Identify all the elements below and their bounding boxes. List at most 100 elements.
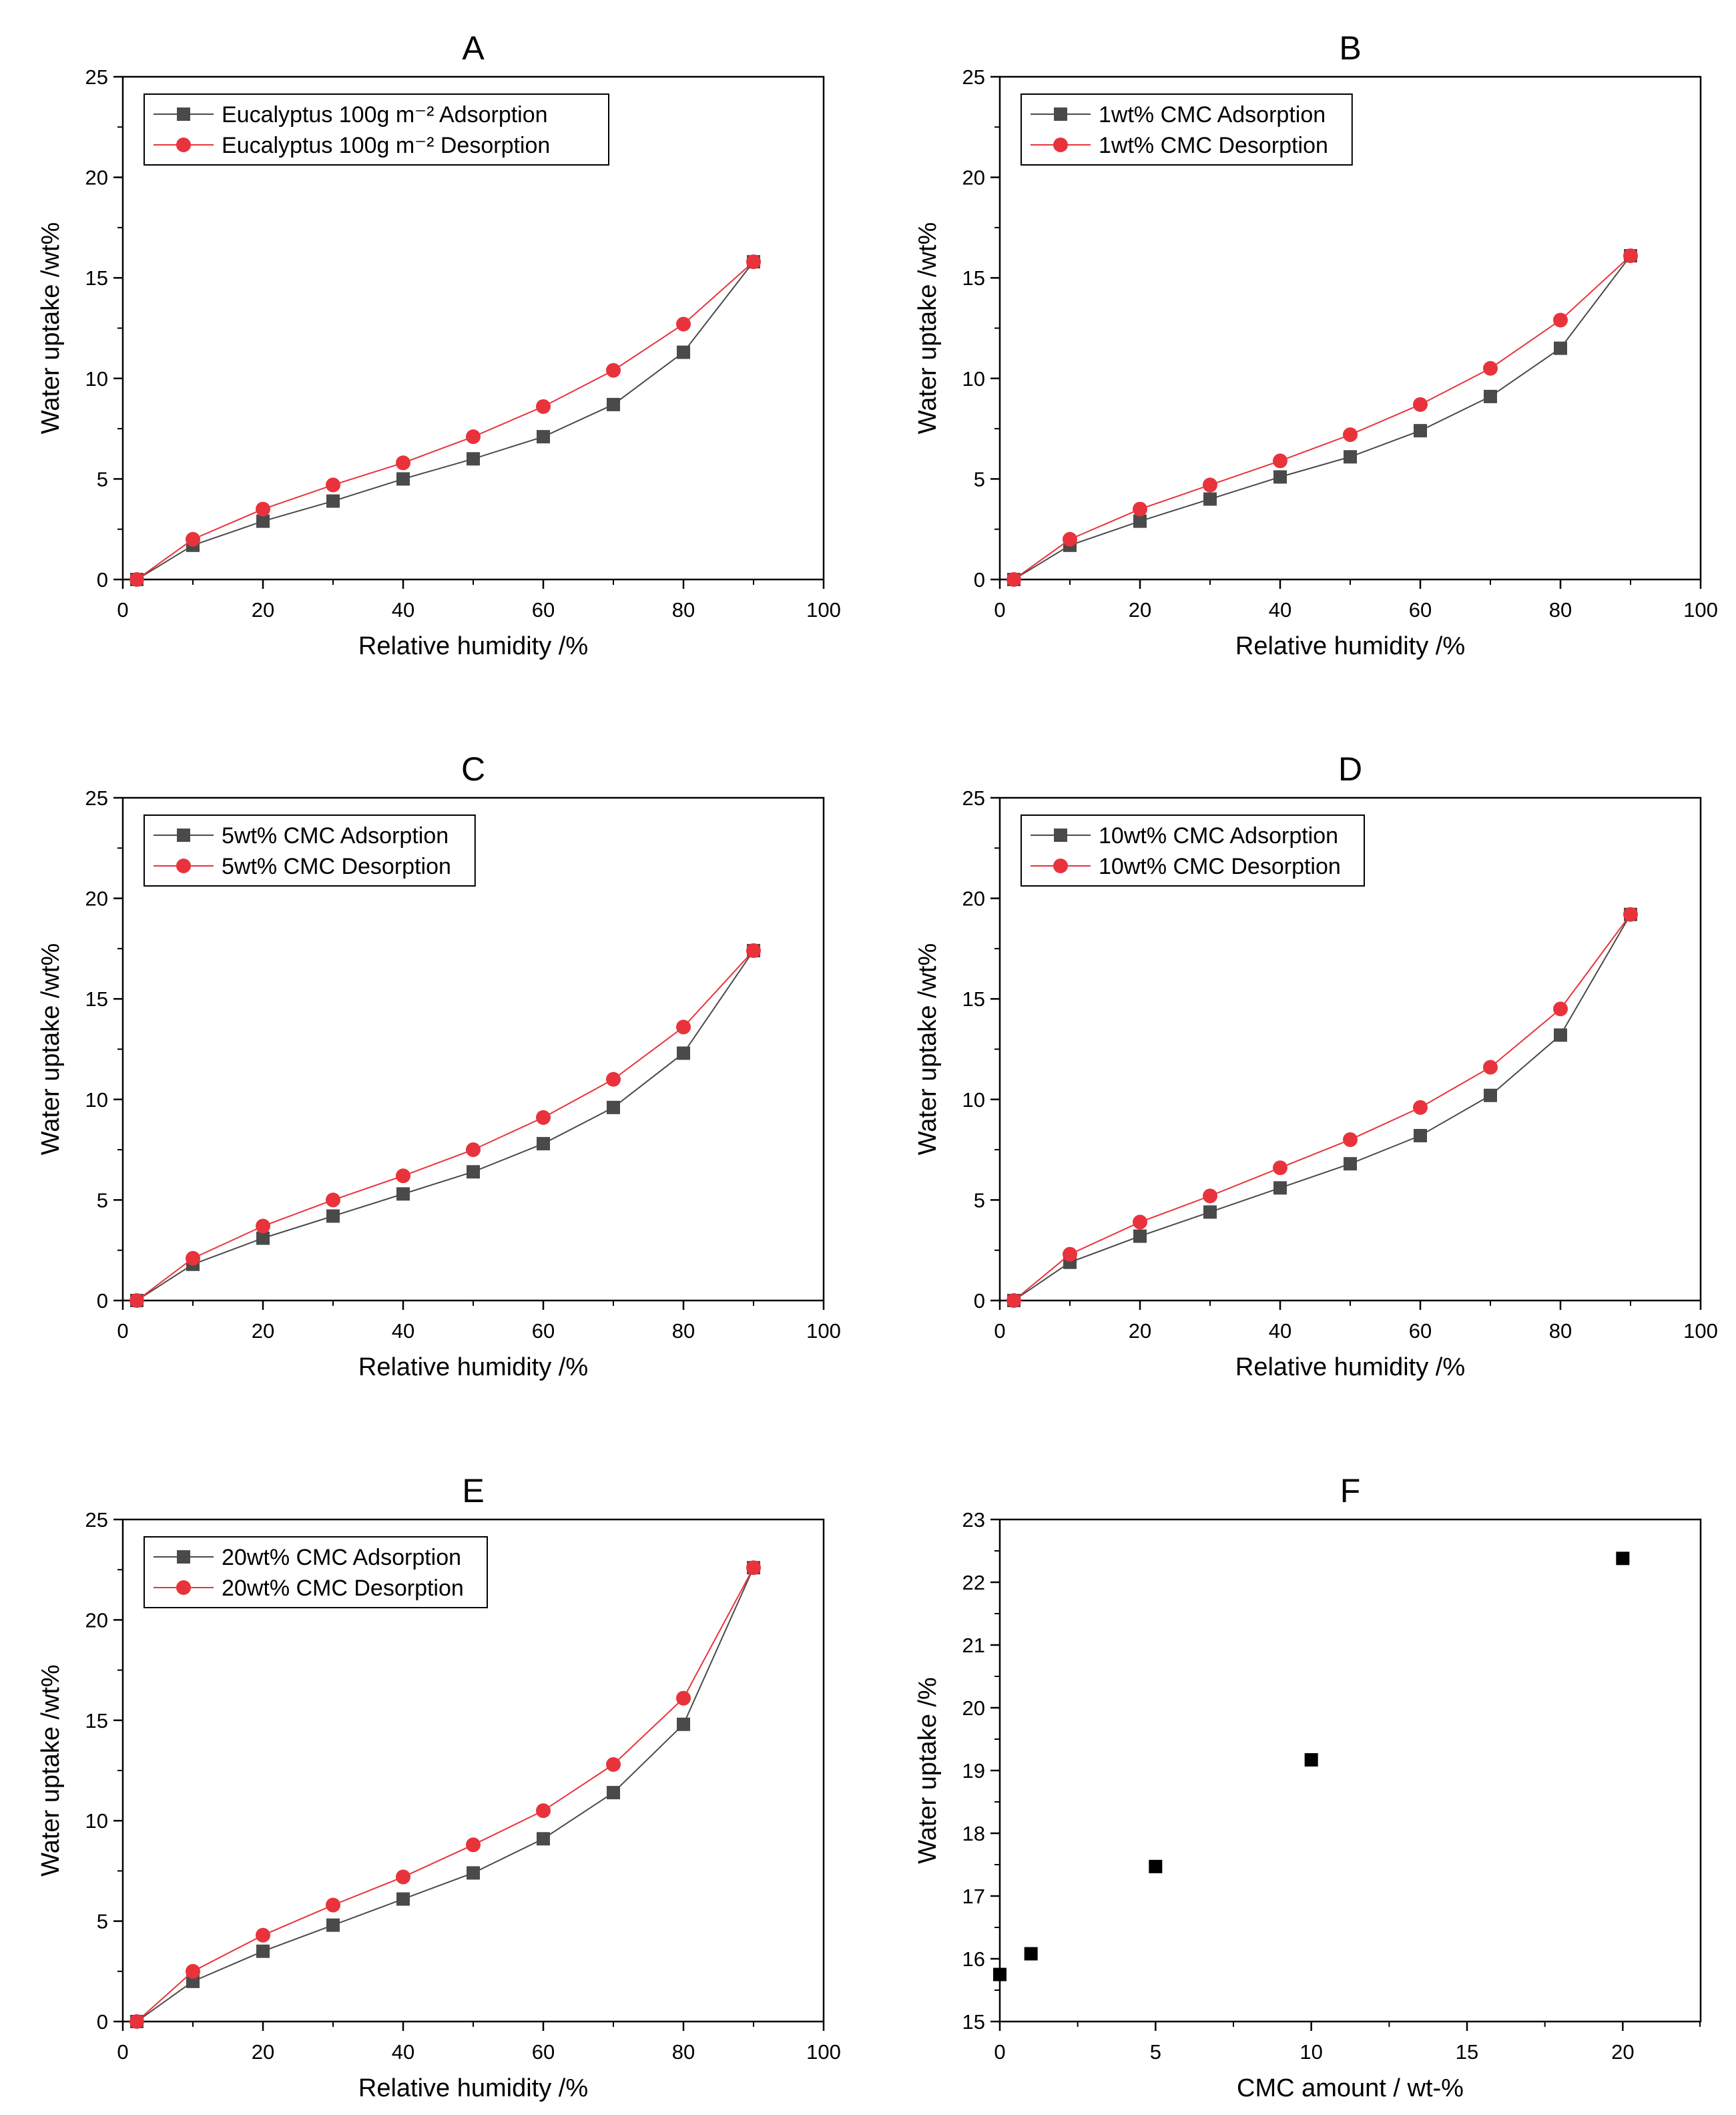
x-tick-label: 20 [1611,2040,1634,2064]
x-axis-label: Relative humidity /% [1235,632,1465,660]
data-point [746,1560,761,1576]
series-line [136,950,754,1301]
chart-panel-d: D 0 20 40 60 80 100 0 5 10 15 20 25 Relative humidity… [914,750,1718,1381]
y-tick-label: 15 [85,266,108,290]
series-line [136,950,754,1301]
y-tick-label: 10 [85,1809,108,1833]
x-tick-label: 15 [1456,2040,1478,2064]
y-tick-label: 5 [97,467,108,491]
y-tick-label: 5 [974,1188,985,1212]
series-line [1013,255,1631,580]
legend: 20wt% CMC Adsorption 20wt% CMC Desorption [143,1536,488,1608]
y-tick-label: 5 [974,467,985,491]
y-tick-label: 25 [85,1508,108,1532]
legend-label: 1wt% CMC Adsorption [1099,102,1326,128]
x-tick-label: 100 [806,1319,841,1343]
y-tick-label: 0 [97,2010,108,2034]
data-point [1273,470,1287,484]
x-tick-label: 20 [252,2040,274,2064]
data-point [1133,514,1147,528]
data-point [1483,1060,1498,1075]
data-point [677,345,690,359]
y-tick-label: 15 [962,266,985,290]
data-point [396,455,410,471]
y-axis-label: Water uptake /wt% [37,943,65,1156]
series-line [1013,914,1631,1301]
series-1 [1006,907,1638,1308]
data-point [396,472,410,486]
x-tick-label: 80 [1549,598,1572,622]
y-axis-label: Water uptake /wt% [37,222,65,435]
x-tick-label: 5 [1150,2040,1161,2064]
x-tick-label: 40 [1269,1319,1291,1343]
series-1 [1006,248,1638,587]
data-point [536,1110,551,1125]
x-tick-label: 100 [806,598,841,622]
legend: 1wt% CMC Adsorption 1wt% CMC Desorption [1021,93,1353,166]
x-tick-label: 20 [1129,1319,1151,1343]
panel-title: D [1338,750,1362,788]
data-point [326,1897,340,1913]
chart-panel-c: C 0 20 40 60 80 100 0 5 10 15 20 25 Relative humidity… [37,750,841,1381]
legend-label: 10wt% CMC Adsorption [1099,823,1338,849]
legend: Eucalyptus 100g m⁻² Adsorption Eucalyptus… [143,93,609,166]
x-tick-label: 80 [672,598,695,622]
x-tick-label: 60 [1409,1319,1432,1343]
x-tick-label: 100 [806,2040,841,2064]
data-point [326,1209,340,1223]
legend-frame [1021,814,1365,887]
y-axis-label: Water uptake /wt% [914,222,942,435]
x-tick-label: 80 [672,1319,695,1343]
data-point [129,1293,144,1308]
x-axis-label: Relative humidity /% [1235,1353,1465,1381]
data-point [1063,531,1077,547]
data-point [396,1869,410,1885]
data-point [677,1717,690,1731]
chart-panel-a: A 0 20 40 60 80 100 0 5 10 15 20 25 Relative humidity… [37,29,841,660]
plot-frame [998,1518,1702,2023]
panel-title: C [461,750,485,788]
data-point [1413,397,1428,412]
y-tick-label: 10 [85,1088,108,1112]
legend-label: 10wt% CMC Desorption [1099,854,1341,879]
data-point [607,1100,620,1114]
data-point [186,531,200,547]
y-tick-label: 15 [85,987,108,1011]
y-tick-label: 17 [962,1885,985,1908]
data-point [746,943,761,958]
y-tick-label: 21 [962,1634,985,1657]
data-point [326,494,340,508]
y-tick-label: 16 [962,1947,985,1971]
y-axis-label: Water uptake /% [914,1677,942,1864]
x-tick-label: 40 [392,1319,414,1343]
legend-label: 20wt% CMC Desorption [222,1576,464,1601]
y-axis-label: Water uptake /wt% [914,943,942,1156]
data-point [993,1967,1006,1981]
legend-swatch-marker [176,859,191,873]
legend-swatch-marker [1054,829,1067,842]
y-tick-label: 10 [962,367,985,391]
series-line [1013,914,1631,1301]
y-tick-label: 25 [962,65,985,89]
series-1 [129,943,761,1308]
legend-swatch-marker [1053,859,1068,873]
data-point [466,1837,481,1853]
data-point [676,1690,691,1706]
data-point [467,452,480,466]
x-axis-label: Relative humidity /% [358,1353,588,1381]
legend-swatch-marker [177,829,190,842]
data-point [467,1165,480,1179]
series-line [136,261,754,580]
data-point [606,1072,621,1087]
legend-label: 20wt% CMC Adsorption [222,1545,461,1570]
data-point [536,399,551,414]
series-line [1013,255,1631,580]
legend-swatch-marker [177,1550,190,1564]
data-point [1554,341,1567,355]
x-tick-label: 10 [1299,2040,1322,2064]
x-tick-label: 20 [252,598,274,622]
x-axis-label: CMC amount / wt-% [1237,2074,1464,2102]
legend-label: Eucalyptus 100g m⁻² Desorption [222,133,550,158]
data-point [1553,312,1568,328]
legend-frame [143,814,476,887]
